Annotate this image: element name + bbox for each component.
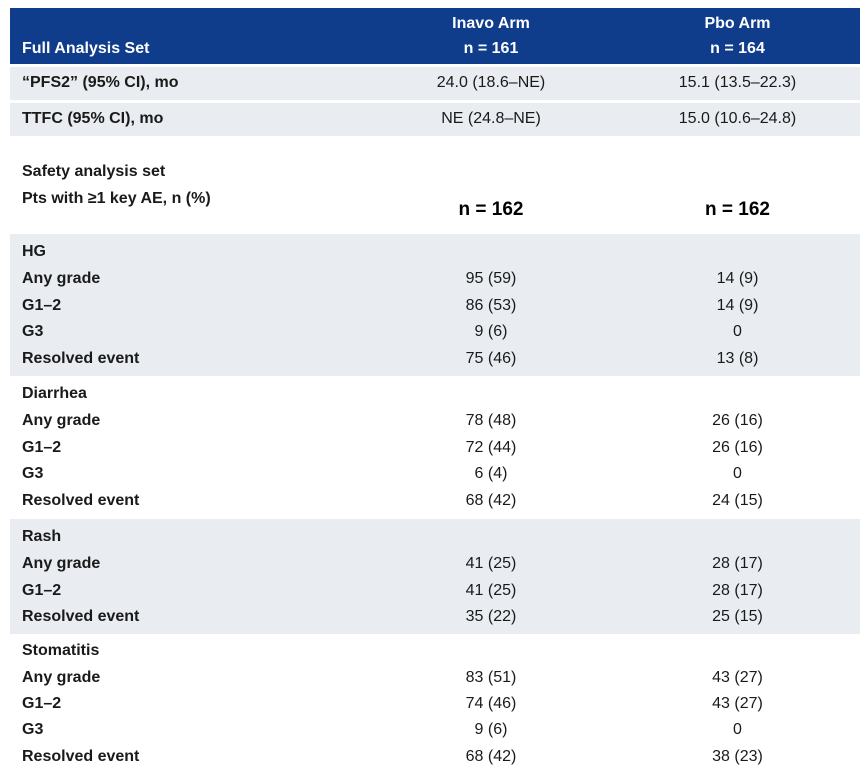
arm2-value: 25 (15) (712, 608, 763, 625)
row-label: Resolved event (22, 608, 140, 625)
row-label: G1–2 (22, 695, 62, 712)
ae-table: Full Analysis Set Inavo Arm n = 161 Pbo … (10, 8, 860, 774)
arm2-value: 14 (9) (716, 297, 759, 314)
row-label: Any grade (22, 669, 101, 686)
analysis-set-label: Full Analysis Set (22, 40, 150, 57)
arm1-value: 24.0 (18.6–NE) (436, 74, 546, 91)
row-label: TTFC (95% CI), mo (22, 110, 164, 127)
row-label: Any grade (22, 412, 101, 429)
ae-group-diarrhea: Diarrhea Any grade 78 (48) 26 (16) G1–2 … (10, 376, 860, 519)
arm2-value: 0 (733, 721, 742, 738)
row-label: Resolved event (22, 748, 140, 765)
arm2-value: 13 (8) (716, 350, 759, 367)
arm1-value: 41 (25) (465, 582, 517, 599)
group-title: Rash (22, 528, 62, 545)
arm1-value: 75 (46) (465, 350, 517, 367)
arm2-n: n = 164 (710, 40, 765, 57)
group-title: Diarrhea (22, 385, 87, 402)
safety-arm2-n: n = 162 (705, 199, 770, 220)
arm1-n: n = 161 (463, 40, 519, 57)
safety-subtitle: Pts with ≥1 key AE, n (%) (22, 190, 211, 207)
arm2-value: 43 (27) (712, 669, 763, 686)
arm2-value: 26 (16) (712, 412, 763, 429)
arm2-value: 38 (23) (712, 748, 763, 765)
table-row: TTFC (95% CI), mo NE (24.8–NE) 15.0 (10.… (10, 103, 860, 136)
arm1-value: NE (24.8–NE) (441, 110, 541, 127)
row-label: G3 (22, 465, 44, 482)
safety-title: Safety analysis set (22, 163, 166, 180)
arm2-value: 0 (733, 323, 742, 340)
group-title: Stomatitis (22, 642, 100, 659)
arm1-value: 35 (22) (465, 608, 517, 625)
arm1-value: 86 (53) (465, 297, 517, 314)
row-label: “PFS2” (95% CI), mo (22, 74, 179, 91)
arm2-value: 24 (15) (712, 492, 763, 509)
row-label: Resolved event (22, 492, 140, 509)
table-header: Full Analysis Set Inavo Arm n = 161 Pbo … (10, 8, 860, 64)
row-label: G1–2 (22, 582, 62, 599)
arm2-value: 15.0 (10.6–24.8) (678, 110, 797, 127)
ae-group-hg: HG Any grade 95 (59) 14 (9) G1–2 86 (53)… (10, 234, 860, 376)
row-label: Any grade (22, 555, 101, 572)
safety-section-header: Safety analysis set Pts with ≥1 key AE, … (10, 136, 860, 234)
ae-group-rash: Rash Any grade 41 (25) 28 (17) G1–2 41 (… (10, 519, 860, 634)
arm2-value: 28 (17) (712, 582, 763, 599)
row-label: Resolved event (22, 350, 140, 367)
arm1-name: Inavo Arm (452, 15, 530, 32)
row-label: Any grade (22, 270, 101, 287)
arm1-value: 78 (48) (465, 412, 517, 429)
row-label: G3 (22, 323, 44, 340)
arm1-value: 74 (46) (465, 695, 517, 712)
arm1-value: 41 (25) (465, 555, 517, 572)
arm1-value: 6 (4) (474, 465, 508, 482)
group-title: HG (22, 243, 46, 260)
arm1-value: 68 (42) (465, 492, 517, 509)
arm2-value: 0 (733, 465, 742, 482)
arm2-name: Pbo Arm (704, 15, 771, 32)
table-row: “PFS2” (95% CI), mo 24.0 (18.6–NE) 15.1 … (10, 67, 860, 100)
arm1-value: 72 (44) (465, 439, 517, 456)
arm1-value: 83 (51) (465, 669, 517, 686)
arm2-value: 43 (27) (712, 695, 763, 712)
safety-arm1-n: n = 162 (458, 199, 524, 220)
arm1-value: 9 (6) (474, 323, 508, 340)
arm1-value: 68 (42) (465, 748, 517, 765)
arm1-value: 95 (59) (465, 270, 517, 287)
arm1-value: 9 (6) (474, 721, 508, 738)
row-label: G1–2 (22, 439, 62, 456)
ae-group-stomatitis: Stomatitis Any grade 83 (51) 43 (27) G1–… (10, 634, 860, 774)
arm2-value: 28 (17) (712, 555, 763, 572)
arm2-value: 26 (16) (712, 439, 763, 456)
arm2-value: 15.1 (13.5–22.3) (678, 74, 797, 91)
arm2-value: 14 (9) (716, 270, 759, 287)
row-label: G1–2 (22, 297, 62, 314)
row-label: G3 (22, 721, 44, 738)
